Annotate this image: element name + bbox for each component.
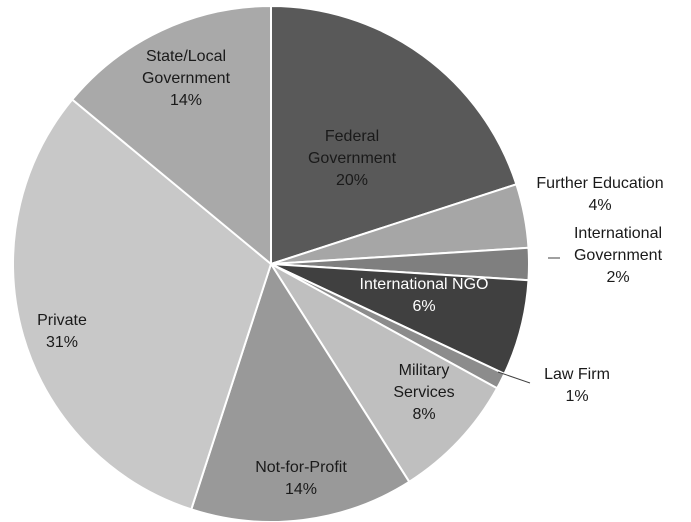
slice-label-military-services: Military Services 8% [393, 362, 454, 423]
slice-label-private: Private 31% [37, 312, 87, 351]
slice-label-not-for-profit: Not-for-Profit 14% [255, 459, 347, 498]
pie-slice-federal-government [270, 4, 518, 266]
slice-label-international-ngo: International NGO 6% [360, 276, 489, 315]
slice-label-international-government: International Government 2% [574, 225, 663, 286]
slice-label-law-firm: Law Firm 1% [544, 366, 610, 405]
pie-slice-private [12, 98, 273, 511]
pie-slice-not-for-profit [190, 261, 411, 522]
slice-label-further-education: Further Education 4% [536, 175, 663, 214]
slice-label-federal-government: Federal Government 20% [308, 128, 397, 189]
slice-label-state-local-government: State/Local Government 14% [142, 48, 231, 109]
leader-line-law-firm [497, 371, 531, 384]
pie-slice-military-services [270, 263, 499, 484]
pie-slice-state-local-government [70, 4, 272, 267]
